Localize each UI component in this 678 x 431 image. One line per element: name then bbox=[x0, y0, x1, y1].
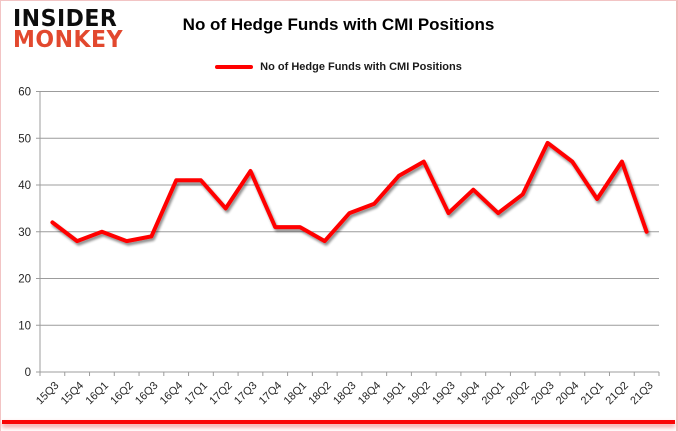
x-tick-label: 15Q3 bbox=[34, 380, 62, 408]
y-tick-label: 40 bbox=[18, 180, 31, 192]
x-tick-label: 17Q4 bbox=[257, 380, 285, 408]
x-tick-label: 21Q1 bbox=[579, 380, 607, 408]
frame-bottom-accent bbox=[2, 420, 675, 424]
x-tick-label: 19Q1 bbox=[381, 380, 409, 408]
x-tick-label: 15Q4 bbox=[59, 380, 87, 408]
x-tick-label: 16Q4 bbox=[158, 380, 186, 408]
x-tick-label: 19Q3 bbox=[430, 380, 458, 408]
x-tick-label: 16Q1 bbox=[83, 380, 111, 408]
y-tick-label: 50 bbox=[18, 133, 31, 145]
y-tick-label: 30 bbox=[18, 227, 31, 239]
x-tick-label: 18Q1 bbox=[282, 380, 310, 408]
axis-ticks bbox=[36, 91, 660, 376]
x-tick-label: 21Q2 bbox=[603, 380, 631, 408]
x-tick-label: 20Q4 bbox=[554, 380, 582, 408]
x-tick-label: 20Q1 bbox=[480, 380, 508, 408]
y-tick-label: 20 bbox=[18, 274, 31, 286]
x-tick-label: 18Q3 bbox=[331, 380, 359, 408]
y-tick-label: 10 bbox=[18, 320, 31, 332]
x-tick-label: 17Q3 bbox=[232, 380, 260, 408]
x-tick-label: 20Q3 bbox=[529, 380, 557, 408]
x-tick-label: 19Q2 bbox=[405, 380, 433, 408]
x-tick-label: 16Q3 bbox=[133, 380, 161, 408]
x-tick-label: 18Q2 bbox=[306, 380, 334, 408]
x-tick-label: 20Q2 bbox=[504, 380, 532, 408]
gridlines bbox=[40, 91, 659, 373]
x-tick-label: 17Q1 bbox=[183, 380, 211, 408]
logo-line2: MONKEY bbox=[13, 27, 124, 54]
legend-line-swatch bbox=[215, 65, 254, 69]
y-axis-labels: 0 10 20 30 40 50 60 bbox=[18, 87, 31, 380]
y-tick-label: 60 bbox=[18, 87, 31, 99]
x-axis-labels: 15Q315Q416Q116Q216Q316Q417Q117Q217Q317Q4… bbox=[34, 380, 656, 408]
x-tick-label: 21Q3 bbox=[628, 380, 656, 408]
logo-line1: INSIDER bbox=[13, 5, 118, 33]
x-tick-label: 16Q2 bbox=[108, 380, 136, 408]
insider-monkey-logo: INSIDER MONKEY bbox=[13, 5, 124, 54]
data-line bbox=[50, 140, 649, 244]
x-tick-label: 18Q4 bbox=[356, 380, 384, 408]
legend-label: No of Hedge Funds with CMI Positions bbox=[260, 61, 462, 73]
x-tick-label: 19Q4 bbox=[455, 380, 483, 408]
chart-title: No of Hedge Funds with CMI Positions bbox=[182, 15, 495, 34]
y-tick-label: 0 bbox=[25, 367, 31, 379]
chart-legend: No of Hedge Funds with CMI Positions bbox=[1, 61, 676, 73]
x-tick-label: 17Q2 bbox=[207, 380, 235, 408]
